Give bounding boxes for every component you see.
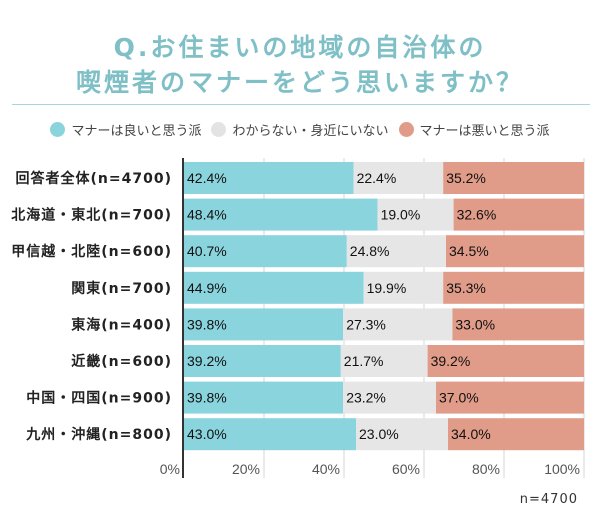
value-label: 19.9% xyxy=(367,280,407,296)
bar-segment xyxy=(184,235,347,268)
value-label: 23.2% xyxy=(346,390,386,406)
legend-dot-good-icon xyxy=(50,122,66,137)
value-label: 39.8% xyxy=(187,316,227,332)
bar-segment xyxy=(448,418,584,451)
bar-segment xyxy=(184,162,354,194)
value-label: 44.9% xyxy=(187,280,227,296)
bar-segment xyxy=(356,418,448,451)
category-label: 甲信越・北陸(n=600) xyxy=(11,243,172,260)
legend-item-neutral: わからない・身近にいない xyxy=(211,120,389,139)
bars xyxy=(184,162,584,451)
bar-segment xyxy=(184,308,344,341)
bar-segment xyxy=(443,271,584,304)
value-label: 34.0% xyxy=(451,426,491,442)
category-label: 回答者全体(n=4700) xyxy=(16,170,172,187)
legend: マナーは良いと思う派 わからない・身近にいない マナーは悪いと思う派 xyxy=(0,120,600,139)
value-label: 34.5% xyxy=(449,243,489,259)
legend-dot-bad-icon xyxy=(398,122,414,137)
labels: 0% 20% 40% 60% 80% 100% 42.4% 22.4% 35.2% 回答者全体(n… xyxy=(11,170,580,477)
chart-title: Q.お住まいの地域の自治体の 喫煙者のマナーをどう思いますか？ xyxy=(0,30,600,100)
value-label: 22.4% xyxy=(357,170,397,186)
bar-segment xyxy=(427,345,584,377)
title-line-1: Q.お住まいの地域の自治体の xyxy=(113,33,487,62)
title-divider xyxy=(12,104,590,105)
value-label: 43.0% xyxy=(187,426,227,442)
bar-segment xyxy=(353,162,444,194)
bar-segment xyxy=(363,271,444,304)
x-tick-label: 100% xyxy=(544,461,580,477)
bar-segment xyxy=(184,271,364,304)
value-label: 40.7% xyxy=(187,243,227,259)
bar-segment xyxy=(443,162,584,194)
title-line-2: 喫煙者のマナーをどう思いますか？ xyxy=(75,68,524,97)
category-label: 北海道・東北(n=700) xyxy=(11,207,172,224)
bar-segment xyxy=(453,198,584,231)
legend-item-good: マナーは良いと思う派 xyxy=(50,120,201,139)
value-label: 32.6% xyxy=(457,207,497,223)
bar-segment xyxy=(343,381,436,414)
x-tick-label: 60% xyxy=(392,461,420,477)
category-label: 九州・沖縄(n=800) xyxy=(25,426,172,443)
legend-label-bad: マナーは悪いと思う派 xyxy=(419,124,550,139)
value-label: 35.2% xyxy=(446,170,486,186)
bar-segment xyxy=(346,235,446,268)
bar-segment xyxy=(340,345,428,377)
value-label: 24.8% xyxy=(350,243,390,259)
value-label: 37.0% xyxy=(439,390,479,406)
bar-segment xyxy=(446,235,584,268)
value-label: 33.0% xyxy=(455,316,495,332)
value-label: 27.3% xyxy=(346,316,386,332)
x-tick-label: 20% xyxy=(232,461,260,477)
category-label: 近畿(n=600) xyxy=(71,353,172,370)
value-label: 42.4% xyxy=(187,170,227,186)
legend-dot-neutral-icon xyxy=(211,122,227,137)
legend-label-neutral: わからない・身近にいない xyxy=(232,124,389,139)
value-label: 39.8% xyxy=(187,390,227,406)
legend-item-bad: マナーは悪いと思う派 xyxy=(398,120,550,139)
value-label: 35.3% xyxy=(446,280,486,296)
category-label: 関東(n=700) xyxy=(71,280,172,297)
value-label: 39.2% xyxy=(431,353,471,369)
bar-segment xyxy=(377,198,454,231)
x-tick-label: 40% xyxy=(312,461,340,477)
sample-size-note: n=4700 xyxy=(519,492,578,507)
x-tick-label: 80% xyxy=(472,461,500,477)
bar-segment xyxy=(343,308,453,341)
bar-segment xyxy=(436,381,584,414)
value-label: 21.7% xyxy=(344,353,384,369)
value-label: 39.2% xyxy=(187,353,227,369)
category-label: 東海(n=400) xyxy=(71,316,172,333)
value-label: 19.0% xyxy=(381,207,421,223)
bar-segment xyxy=(452,308,584,341)
category-label: 中国・四国(n=900) xyxy=(26,390,172,407)
value-label: 23.0% xyxy=(359,426,399,442)
bar-segment xyxy=(184,345,341,377)
x-tick-label: 0% xyxy=(160,461,180,477)
bar-segment xyxy=(184,381,344,414)
value-label: 48.4% xyxy=(187,207,227,223)
bar-segment xyxy=(184,418,356,451)
legend-label-good: マナーは良いと思う派 xyxy=(71,124,202,139)
bar-segment xyxy=(184,198,378,231)
